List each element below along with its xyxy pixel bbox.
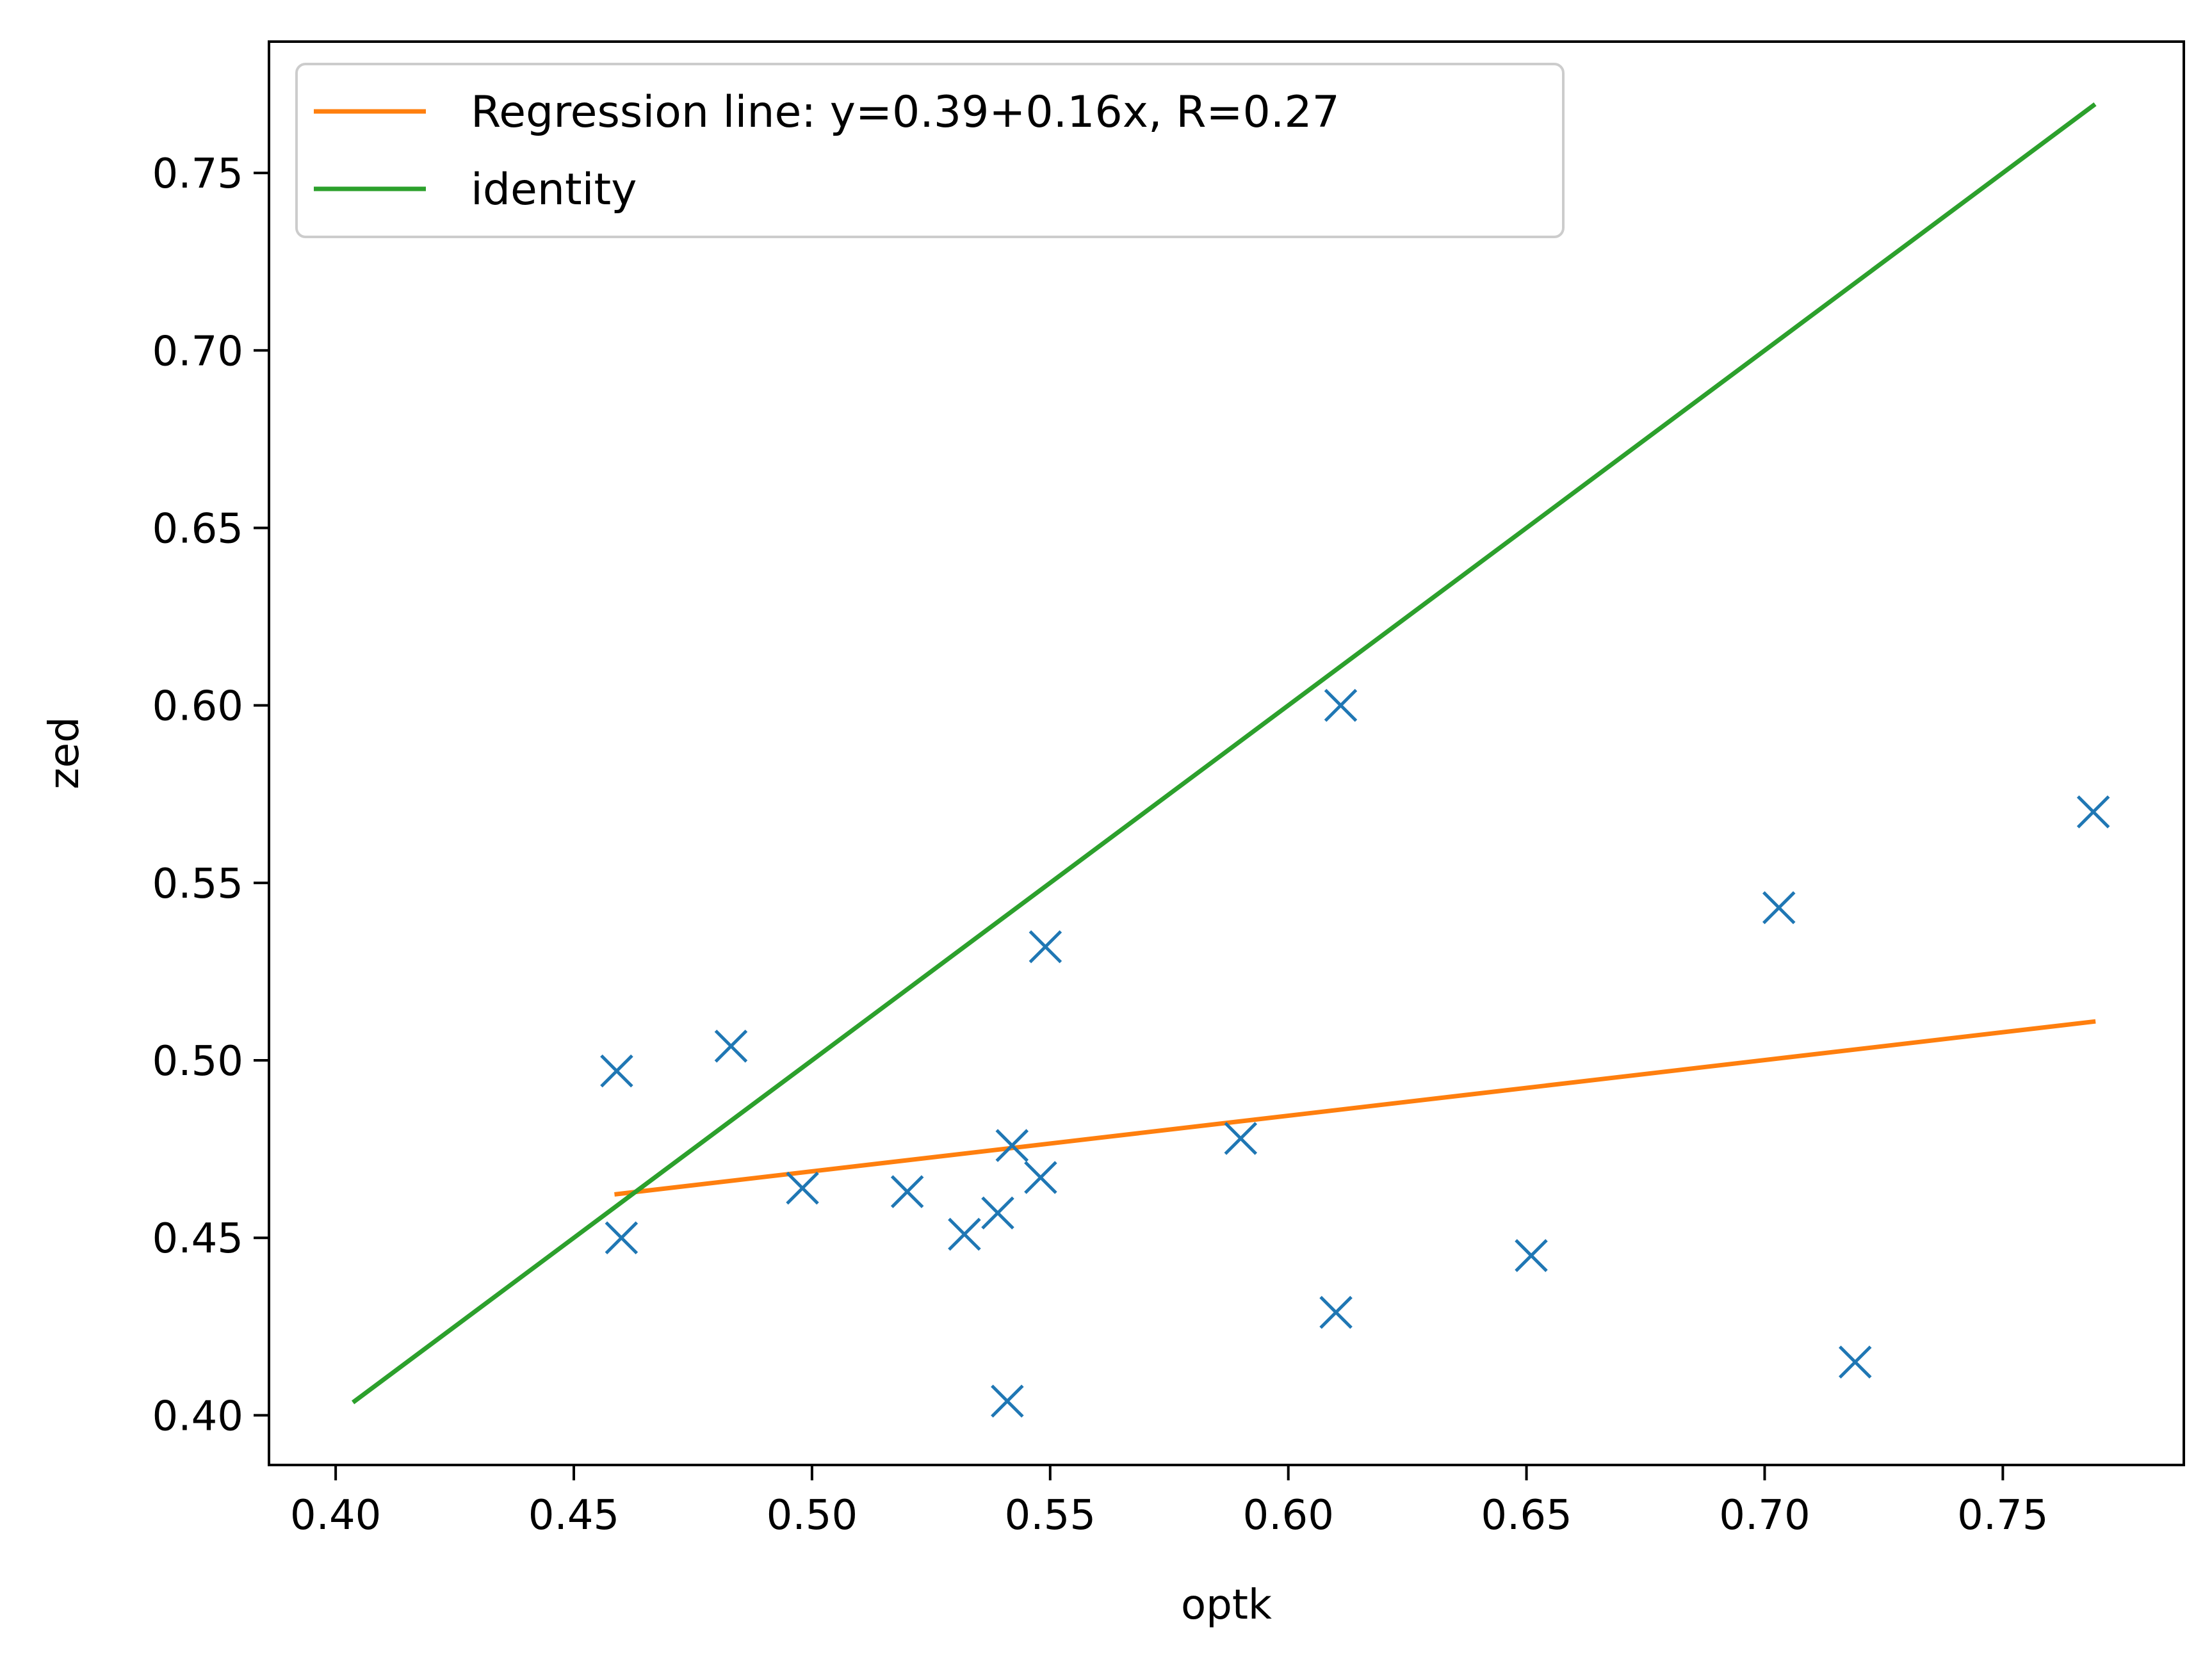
x-axis: 0.40 0.45 0.50 0.55 0.60 0.65 0.70 0.75: [290, 1465, 2049, 1539]
x-tick-label: 0.60: [1242, 1492, 1334, 1539]
data-point: [991, 1384, 1024, 1418]
data-point: [1029, 930, 1062, 964]
x-axis-label: optk: [1181, 1582, 1272, 1629]
legend-box: [295, 63, 1565, 238]
data-point: [1762, 891, 1796, 925]
data-point: [1319, 1295, 1353, 1329]
x-tick-label: 0.70: [1719, 1492, 1810, 1539]
y-tick-label: 0.65: [152, 505, 244, 553]
plot-frame: [268, 40, 2185, 1466]
y-tick-label: 0.45: [152, 1215, 244, 1263]
legend-label-regression: Regression line: y=0.39+0.16x, R=0.27: [471, 87, 1340, 138]
data-point: [1024, 1161, 1057, 1194]
y-tick-label: 0.75: [152, 150, 244, 198]
x-tick-label: 0.45: [528, 1492, 620, 1539]
y-tick-label: 0.40: [152, 1393, 244, 1440]
y-tick-label: 0.70: [152, 328, 244, 375]
legend: Regression line: y=0.39+0.16x, R=0.27 id…: [295, 63, 1565, 238]
x-tick-label: 0.50: [767, 1492, 858, 1539]
plot-area: [351, 102, 2110, 1418]
data-point: [714, 1030, 748, 1063]
y-axis: 0.40 0.45 0.50 0.55 0.60 0.65 0.70 0.75: [152, 150, 269, 1440]
data-point: [1224, 1122, 1258, 1155]
data-point: [1324, 688, 1358, 722]
data-point: [948, 1217, 981, 1251]
data-point: [600, 1054, 633, 1088]
x-tick-label: 0.40: [290, 1492, 382, 1539]
data-point: [981, 1196, 1014, 1230]
y-tick-label: 0.55: [152, 861, 244, 908]
y-axis-label: zed: [41, 716, 88, 789]
data-point: [1515, 1239, 1548, 1272]
x-tick-label: 0.55: [1005, 1492, 1096, 1539]
data-point: [2076, 795, 2110, 829]
regression-line: [614, 1019, 2096, 1197]
legend-label-identity: identity: [471, 165, 637, 215]
y-tick-label: 0.50: [152, 1038, 244, 1085]
data-point: [605, 1221, 638, 1254]
x-tick-label: 0.75: [1957, 1492, 2049, 1539]
x-tick-label: 0.65: [1481, 1492, 1572, 1539]
data-point: [1839, 1345, 1872, 1379]
data-point: [890, 1175, 924, 1208]
identity-line: [351, 102, 2097, 1405]
y-tick-label: 0.60: [152, 683, 244, 731]
data-point: [995, 1129, 1029, 1162]
data-point: [786, 1171, 819, 1205]
